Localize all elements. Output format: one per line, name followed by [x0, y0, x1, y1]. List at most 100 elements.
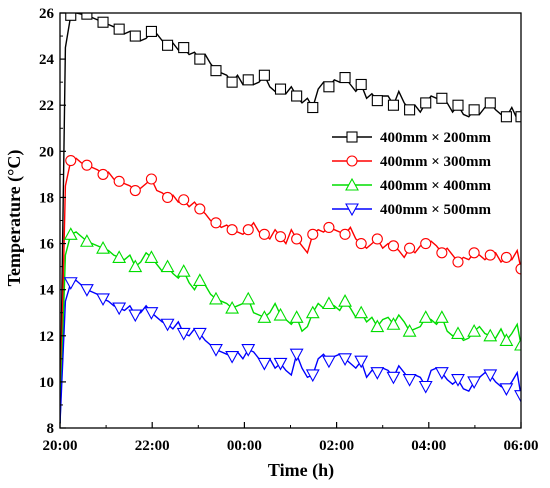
data-point: [273, 307, 288, 321]
data-point: [452, 99, 464, 111]
series-1: [60, 13, 521, 424]
data-point: [420, 97, 432, 109]
legend-item-2: 400mm × 300mm: [332, 154, 492, 170]
data-point: [467, 324, 482, 337]
y-tick-label: 16: [39, 237, 55, 253]
data-point: [79, 234, 94, 247]
data-point: [112, 250, 127, 263]
data-point: [436, 247, 448, 259]
data-point: [338, 294, 352, 307]
x-tick-label: 20:00: [43, 438, 78, 454]
x-axis-title: Time (h): [268, 460, 334, 481]
data-point: [210, 217, 222, 229]
data-point: [145, 173, 157, 185]
series-line-1: [60, 13, 521, 424]
data-point: [97, 16, 109, 28]
y-tick-label: 12: [39, 329, 54, 345]
series-line-4: [60, 279, 521, 424]
data-point: [225, 350, 240, 364]
data-point: [339, 72, 351, 84]
data-point: [113, 23, 125, 35]
data-point: [354, 305, 369, 319]
legend-item-4: 400mm × 500mm: [332, 202, 492, 218]
data-point: [144, 307, 159, 320]
legend-label: 400mm × 200mm: [380, 130, 492, 146]
data-point: [178, 42, 190, 54]
data-point: [258, 228, 270, 240]
data-point: [452, 256, 464, 268]
legend: 400mm × 200mm 400mm × 300mm 400mm × 400mm 4…: [332, 130, 492, 218]
data-point: [128, 259, 143, 273]
data-point: [241, 344, 256, 357]
data-point: [500, 111, 512, 123]
y-tick-label: 26: [39, 6, 55, 22]
legend-item-1: 400mm × 200mm: [332, 130, 492, 146]
data-point: [484, 97, 496, 109]
y-tick-label: 24: [39, 52, 55, 68]
data-point: [96, 293, 110, 307]
data-point: [355, 78, 367, 91]
data-point: [402, 374, 417, 387]
series-line-3: [60, 231, 521, 424]
data-point: [451, 326, 465, 340]
data-point: [514, 390, 521, 403]
data-point: [483, 369, 498, 383]
data-point: [257, 357, 272, 371]
data-point: [274, 83, 287, 95]
data-point: [81, 159, 93, 171]
series-4: [60, 277, 521, 424]
data-point: [305, 305, 320, 319]
y-tick-label: 14: [39, 283, 55, 299]
data-point: [291, 90, 303, 102]
data-point: [194, 53, 206, 65]
data-point: [387, 99, 400, 111]
data-point: [291, 233, 303, 245]
data-point: [289, 310, 304, 323]
data-point: [257, 310, 272, 323]
data-point: [500, 251, 512, 263]
data-point: [194, 203, 206, 215]
data-point: [307, 228, 319, 240]
data-point: [242, 224, 254, 236]
data-point: [96, 241, 110, 254]
data-point: [209, 291, 223, 305]
data-point: [79, 284, 94, 297]
data-point: [274, 231, 287, 243]
data-point: [225, 300, 240, 314]
data-point: [371, 95, 383, 107]
data-point: [289, 348, 304, 362]
data-point: [355, 238, 367, 250]
data-point: [514, 337, 521, 351]
data-point: [484, 249, 496, 261]
x-tick-label: 02:00: [319, 438, 354, 454]
legend-marker: [346, 131, 358, 143]
legend-item-3: 400mm × 400mm: [332, 177, 492, 194]
data-point: [160, 318, 175, 332]
plot-frame: [59, 12, 522, 429]
data-point: [386, 371, 401, 385]
data-point: [144, 250, 159, 263]
y-tick-label: 20: [39, 144, 54, 160]
data-point: [226, 224, 238, 236]
data-point: [162, 191, 174, 203]
data-point: [402, 324, 417, 337]
x-tick-label: 00:00: [227, 438, 262, 454]
data-point: [178, 194, 190, 206]
data-point: [210, 65, 222, 77]
data-point: [418, 380, 433, 394]
data-point: [145, 25, 157, 37]
data-point: [226, 76, 238, 88]
legend-marker: [345, 177, 359, 191]
data-point: [404, 242, 416, 254]
data-point: [305, 369, 320, 383]
legend-marker: [346, 155, 358, 167]
data-point: [81, 13, 93, 20]
data-point: [467, 376, 482, 390]
legend-label: 400mm × 300mm: [380, 154, 492, 170]
data-point: [483, 328, 498, 342]
data-point: [436, 92, 448, 104]
data-point: [339, 228, 351, 240]
data-point: [404, 104, 416, 116]
data-point: [209, 344, 223, 357]
